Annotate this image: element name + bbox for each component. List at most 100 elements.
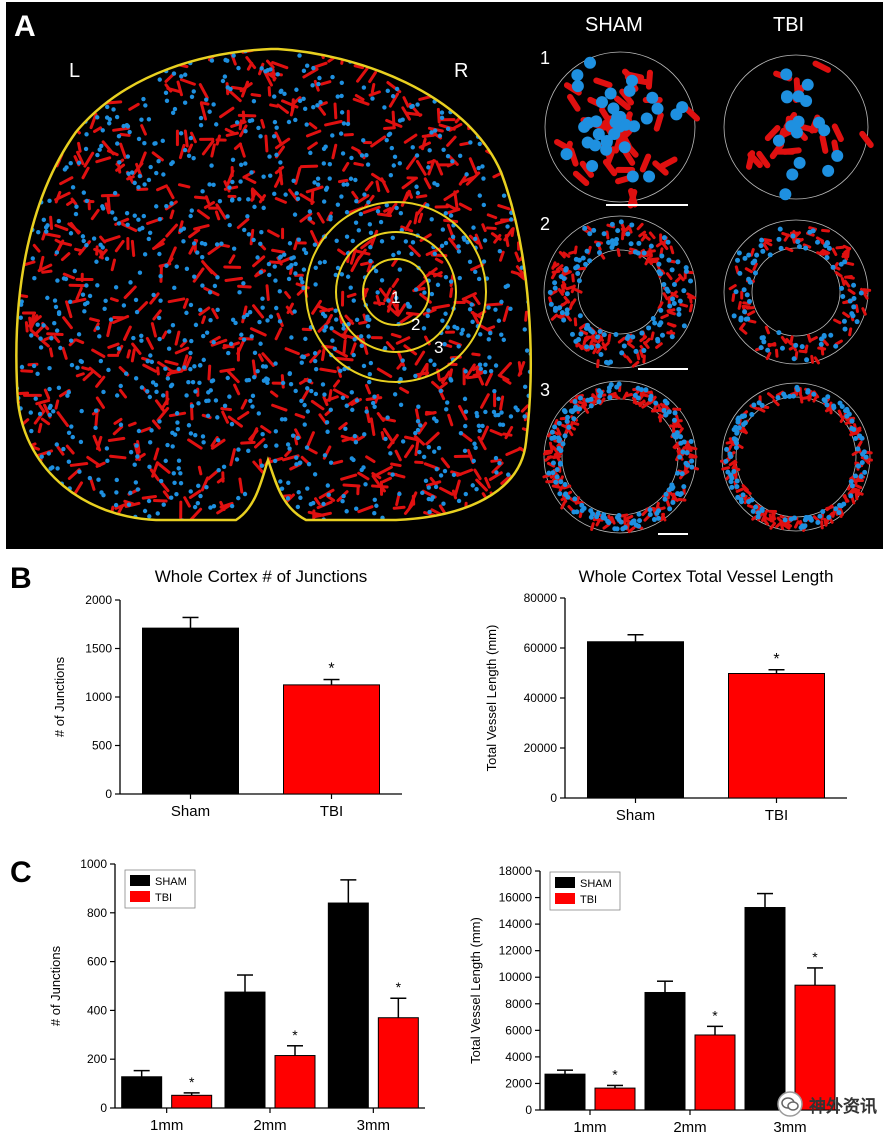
bar (377, 1017, 419, 1109)
x-tick-label: Sham (616, 807, 655, 824)
y-tick-label: 200 (87, 1052, 107, 1066)
y-tick-label: 4000 (505, 1050, 532, 1064)
ring-label-2: 2 (411, 315, 421, 334)
ring-label-1: 1 (391, 288, 401, 307)
cortex-outline (15, 47, 532, 522)
significance-star: * (712, 1007, 718, 1023)
y-tick-label: 0 (100, 1101, 107, 1115)
chart-title: Whole Cortex # of Junctions (155, 567, 368, 586)
significance-star: * (189, 1074, 195, 1090)
y-tick-label: 12000 (499, 944, 533, 958)
watermark-text: 神外资讯 (809, 1096, 877, 1117)
bar (224, 991, 266, 1109)
y-tick-label: 16000 (499, 891, 533, 905)
bar (283, 684, 380, 795)
y-tick-label: 0 (105, 787, 112, 801)
legend-label: SHAM (155, 876, 187, 888)
bar (728, 673, 825, 799)
significance-star: * (812, 949, 818, 965)
significance-star: * (396, 979, 402, 995)
legend-swatch (130, 891, 150, 902)
panel-b-letter: B (10, 562, 32, 595)
row-label-3: 3 (540, 380, 551, 400)
bar (794, 984, 836, 1111)
right-hemisphere-label: R (454, 60, 469, 82)
y-tick-label: 2000 (85, 593, 112, 607)
row-label-2: 2 (540, 214, 551, 234)
bar (327, 902, 369, 1109)
x-tick-label: 2mm (673, 1119, 706, 1136)
y-tick-label: 14000 (499, 917, 533, 931)
panel-c-letter: C (10, 856, 32, 889)
y-tick-label: 1000 (85, 690, 112, 704)
y-tick-label: 2000 (505, 1076, 532, 1090)
y-tick-label: 18000 (499, 864, 533, 878)
x-tick-label: Sham (171, 803, 210, 820)
row-label-1: 1 (540, 48, 551, 68)
y-axis-label: Total Vessel Length (mm) (468, 917, 483, 1064)
bar (121, 1076, 163, 1109)
panel-a-image (15, 47, 874, 535)
y-tick-label: 80000 (524, 591, 558, 605)
legend-swatch (555, 877, 575, 888)
chart-length-rings: 0 2000 4000 6000 8000 10000 12000 14000 16000 180… (468, 864, 840, 1136)
bar (142, 627, 239, 795)
left-hemisphere-label: L (69, 60, 81, 82)
y-tick-label: 8000 (505, 997, 532, 1011)
ring-1mm (362, 258, 430, 326)
y-tick-label: 0 (550, 791, 557, 805)
y-tick-label: 6000 (505, 1023, 532, 1037)
bar (171, 1094, 213, 1109)
chart-junctions-rings: 0 200 400 600 800 1000 # of Junctions * 1mm * 2mm *… (48, 857, 425, 1134)
y-tick-label: 10000 (499, 970, 533, 984)
y-tick-label: 20000 (524, 741, 558, 755)
panel-a-letter: A (14, 10, 36, 43)
y-tick-label: 400 (87, 1003, 107, 1017)
significance-star: * (292, 1027, 298, 1043)
x-tick-label: 1mm (150, 1117, 183, 1134)
y-tick-label: 0 (525, 1103, 532, 1117)
y-tick-label: 500 (92, 739, 112, 753)
bar (744, 907, 786, 1111)
bar (644, 991, 686, 1111)
y-tick-label: 1000 (80, 857, 107, 871)
ring-label-3: 3 (434, 338, 444, 357)
significance-star: * (773, 651, 779, 668)
wechat-logo-icon (777, 1091, 803, 1117)
y-tick-label: 60000 (524, 641, 558, 655)
significance-star: * (612, 1066, 618, 1082)
x-tick-label: 3mm (773, 1119, 806, 1136)
x-tick-label: TBI (765, 807, 788, 824)
bar (587, 641, 684, 799)
ring-2mm (335, 231, 457, 353)
x-tick-label: 3mm (357, 1117, 390, 1134)
bar (544, 1073, 586, 1111)
bar (274, 1055, 316, 1109)
legend-swatch (555, 893, 575, 904)
panel-a-microscopy: A L R SHAM TBI 1 2 3 1 2 3 (6, 2, 883, 549)
chart-length-whole: Whole Cortex Total Vessel Length 0 20000 40… (484, 567, 847, 824)
legend-label: SHAM (580, 878, 612, 890)
y-axis-label: # of Junctions (52, 656, 67, 737)
y-axis-label: # of Junctions (48, 945, 63, 1026)
bar (694, 1034, 736, 1111)
ring-3mm (305, 201, 487, 383)
y-tick-label: 800 (87, 906, 107, 920)
y-tick-label: 1500 (85, 642, 112, 656)
chart-junctions-whole: Whole Cortex # of Junctions 0 500 1000 1500 2… (52, 567, 402, 820)
legend-swatch (130, 875, 150, 886)
bar (594, 1087, 636, 1111)
watermark: 神外资讯 (777, 1091, 877, 1117)
y-tick-label: 600 (87, 955, 107, 969)
legend-label: TBI (155, 892, 172, 904)
legend-label: TBI (580, 894, 597, 906)
sham-column-label: SHAM (585, 14, 643, 36)
y-tick-label: 40000 (524, 691, 558, 705)
tbi-column-label: TBI (773, 14, 805, 36)
x-tick-label: 1mm (573, 1119, 606, 1136)
significance-star: * (328, 661, 334, 678)
x-tick-label: 2mm (253, 1117, 286, 1134)
x-tick-label: TBI (320, 803, 343, 820)
y-axis-label: Total Vessel Length (mm) (484, 625, 499, 772)
chart-title: Whole Cortex Total Vessel Length (579, 567, 834, 586)
